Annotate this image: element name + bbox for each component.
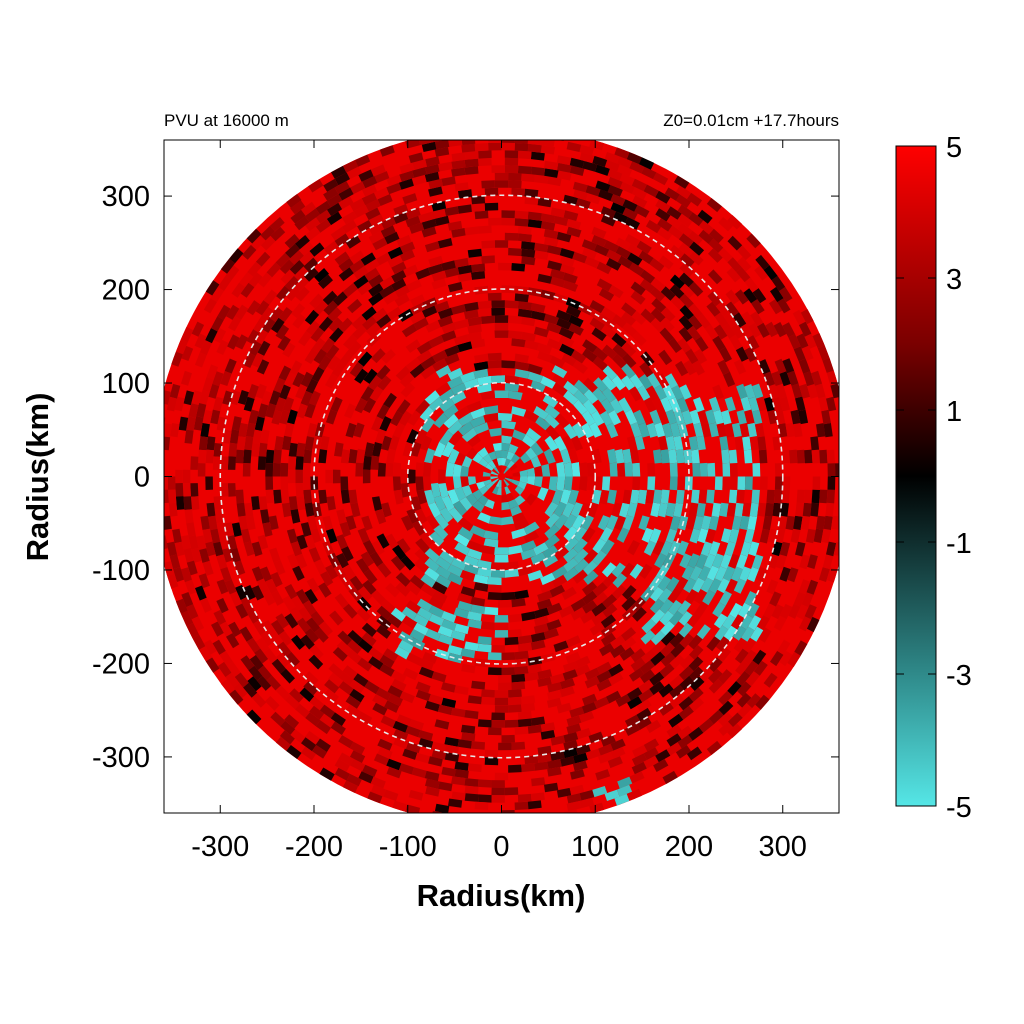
x-axis-title: Radius(km) [417,878,586,913]
pvu-field [164,140,839,813]
y-tick-label: -300 [92,742,150,774]
y-tick-label: -100 [92,555,150,587]
x-tick-label: 0 [493,831,509,863]
colorbar-ticks: 5 3 1 -1 -3 -5 [896,132,972,824]
colorbar-tick-label: 3 [946,264,962,296]
y-tick-label: -200 [92,648,150,680]
x-axis: -300 -200 -100 0 100 200 300 [191,140,807,863]
colorbar-tick-label: -5 [946,792,972,824]
y-tick-label: 200 [102,275,150,307]
colorbar-tick-label: -3 [946,660,972,692]
field-cells [164,140,839,813]
colorbar-tick-label: 1 [946,396,962,428]
colorbar-tick-label: -1 [946,528,972,560]
y-axis: 300 200 100 0 -100 -200 -300 [92,181,839,774]
reference-circle [313,288,690,665]
y-tick-label: 100 [102,368,150,400]
x-tick-label: -200 [285,831,343,863]
colorbar-tick-label: 5 [946,132,962,164]
x-tick-label: 300 [759,831,807,863]
heatmap-area [164,140,839,813]
x-tick-label: -300 [191,831,249,863]
title-right: Z0=0.01cm +17.7hours [663,111,839,130]
reference-circles [219,194,784,759]
colorbar [895,145,937,807]
y-tick-label: 0 [134,462,150,494]
reference-circle [406,381,597,572]
y-tick-label: 300 [102,181,150,213]
reference-circle [219,194,784,759]
x-tick-label: -100 [379,831,437,863]
x-tick-label: 200 [665,831,713,863]
x-tick-label: 100 [571,831,619,863]
title-left: PVU at 16000 m [164,111,289,130]
y-axis-title: Radius(km) [20,393,55,562]
